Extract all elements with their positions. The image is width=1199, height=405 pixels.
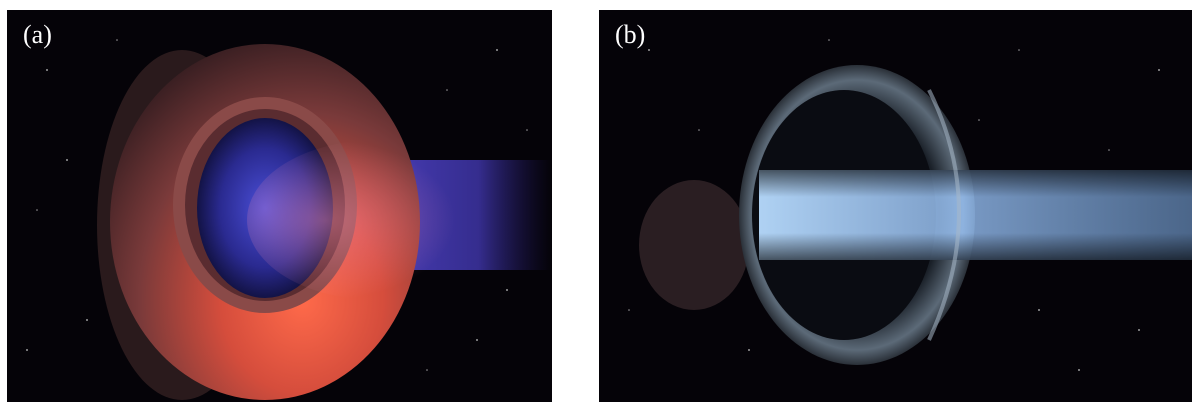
thruster-photo-a <box>7 10 552 402</box>
thruster-photo-b <box>599 10 1192 402</box>
photo-panel-a: (a) <box>7 10 552 402</box>
dust-speckles <box>26 39 528 371</box>
photo-panel-b: (b) <box>599 10 1192 402</box>
panel-label-a: (a) <box>23 20 52 49</box>
thruster-backplate <box>639 180 749 310</box>
panel-label-b: (b) <box>615 20 646 49</box>
dust-speckles <box>628 39 1160 371</box>
